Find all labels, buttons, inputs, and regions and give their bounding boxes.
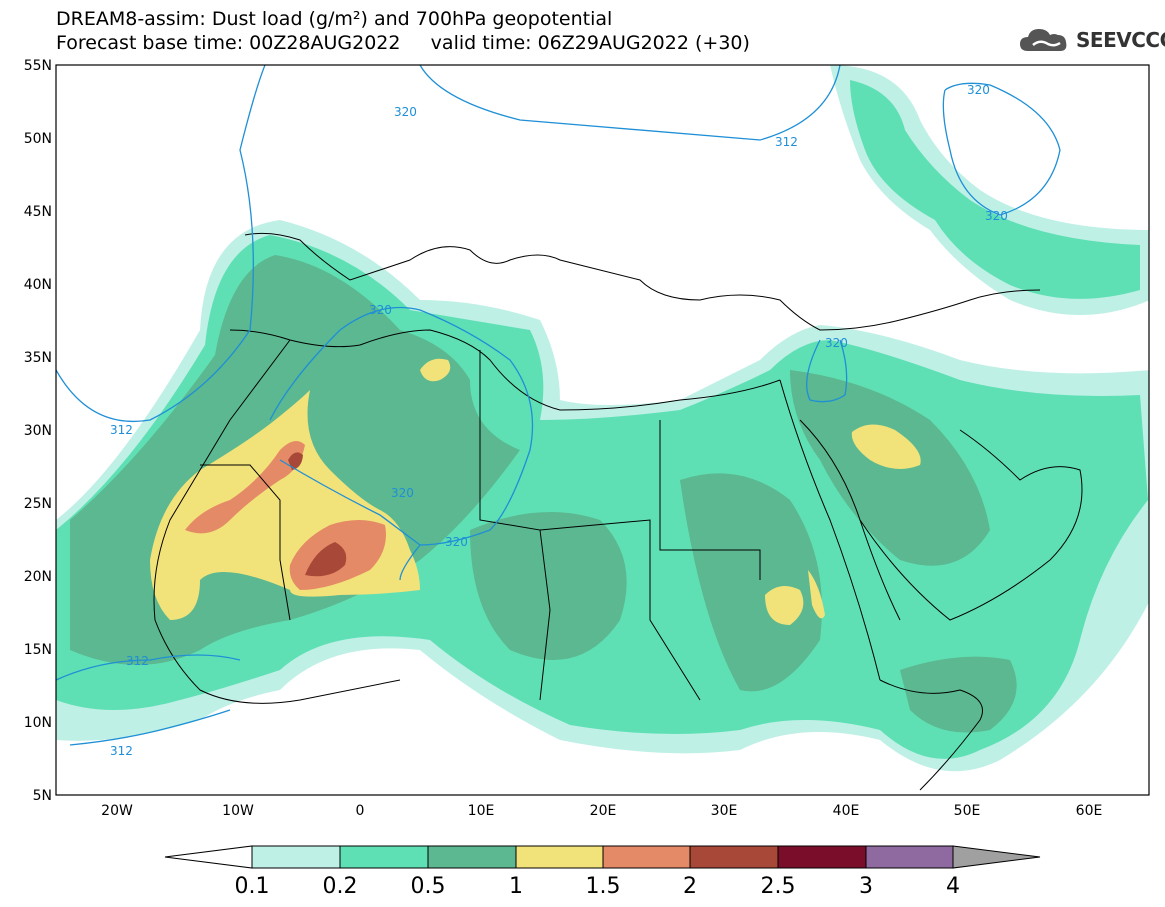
coastlines bbox=[153, 232, 1083, 791]
colorbar-tick: 4 bbox=[946, 874, 960, 899]
contour-312-north bbox=[56, 65, 266, 423]
colorbar-box-5 bbox=[689, 845, 779, 869]
contour-312-top bbox=[419, 65, 841, 141]
colorbar-box-2 bbox=[427, 845, 517, 869]
contour-label: 312 bbox=[110, 423, 133, 437]
coast-europe bbox=[244, 232, 1041, 331]
colorbar-tick: 1 bbox=[509, 874, 523, 899]
contour-320-caspian bbox=[942, 82, 1061, 216]
lat-label: 5N bbox=[33, 788, 52, 804]
lon-label: 40E bbox=[833, 803, 860, 819]
logo-text: SEEVCCC bbox=[1076, 28, 1165, 52]
lat-label: 15N bbox=[24, 642, 52, 658]
lat-label: 30N bbox=[24, 423, 52, 439]
dust-band-2 bbox=[305, 542, 347, 577]
contour-label: 320 bbox=[825, 336, 848, 350]
contour-label: 320 bbox=[394, 105, 417, 119]
dust-band-0.5-somalia bbox=[900, 656, 1017, 733]
lat-label: 45N bbox=[24, 204, 52, 220]
lon-label: 50E bbox=[954, 803, 981, 819]
dust-band-2-alg bbox=[288, 452, 303, 470]
lon-label: 20E bbox=[590, 803, 617, 819]
dust-band-1-sudan bbox=[765, 586, 804, 625]
lon-label: 20W bbox=[101, 803, 133, 819]
contour-labels: 312 320 312 320 320 320 320 312 312 320 … bbox=[110, 83, 1008, 758]
dust-band-1.5 bbox=[185, 441, 305, 534]
coast-africa-west bbox=[153, 339, 401, 704]
lon-axis: 20W 10W 0 10E 20E 30E 40E 50E 60E bbox=[101, 803, 1102, 819]
colorbar-tick: 0.1 bbox=[235, 874, 270, 899]
cloud-logo-icon bbox=[1020, 29, 1067, 51]
coast-arabia bbox=[859, 429, 1083, 621]
colorbar-box-0 bbox=[251, 845, 341, 869]
contour-label: 312 bbox=[126, 654, 149, 668]
lat-label: 55N bbox=[24, 58, 52, 74]
map-subtitle: Forecast base time: 00Z28AUG2022 valid t… bbox=[56, 32, 750, 54]
lat-label: 10N bbox=[24, 715, 52, 731]
border-sahara-1 bbox=[200, 464, 291, 621]
lon-label: 0 bbox=[356, 803, 365, 819]
contour-320-east bbox=[806, 339, 848, 403]
contour-label: 320 bbox=[445, 535, 468, 549]
lat-label: 50N bbox=[24, 131, 52, 147]
contour-label: 320 bbox=[967, 83, 990, 97]
lon-label: 30E bbox=[711, 803, 738, 819]
lon-label: 10E bbox=[468, 803, 495, 819]
colorbar-box-7 bbox=[865, 845, 954, 869]
border-sahara-3 bbox=[659, 420, 761, 580]
colorbar-box-1 bbox=[339, 845, 429, 869]
colorbar-tick: 0.5 bbox=[411, 874, 446, 899]
colorbar-tick: 2 bbox=[683, 874, 697, 899]
colorbar-tick: 0.2 bbox=[323, 874, 358, 899]
colorbar-tick: 3 bbox=[859, 874, 873, 899]
lat-label: 20N bbox=[24, 569, 52, 585]
contour-label: 312 bbox=[110, 744, 133, 758]
map-title: DREAM8-assim: Dust load (g/m²) and 700hP… bbox=[56, 8, 613, 30]
coast-horn bbox=[879, 679, 983, 791]
colorbar-tick: 2.5 bbox=[761, 874, 796, 899]
contour-320-sahara bbox=[269, 306, 534, 546]
coast-africa-north bbox=[229, 329, 781, 411]
geopotential-contours bbox=[56, 65, 1061, 746]
colorbar-box-4 bbox=[602, 845, 691, 869]
lat-axis: 55N 50N 45N 40N 35N 30N 25N 20N 15N 10N … bbox=[24, 58, 52, 804]
colorbar-box-6 bbox=[777, 845, 867, 869]
dust-band-0.2-east bbox=[850, 80, 1140, 299]
contour-label: 320 bbox=[391, 486, 414, 500]
lat-label: 35N bbox=[24, 350, 52, 366]
colorbar-box-3 bbox=[515, 845, 604, 869]
lon-label: 10W bbox=[222, 803, 254, 819]
contour-312-south2 bbox=[69, 709, 231, 746]
colorbar-tick: 1.5 bbox=[586, 874, 621, 899]
contour-label: 320 bbox=[369, 303, 392, 317]
lat-label: 25N bbox=[24, 496, 52, 512]
contour-312-south bbox=[56, 654, 241, 681]
colorbar-low-arrow bbox=[164, 845, 253, 869]
contour-320-bottom bbox=[399, 544, 421, 581]
dust-band-1-eritrea bbox=[808, 570, 825, 619]
lat-label: 40N bbox=[24, 277, 52, 293]
dust-band-1-libya bbox=[420, 358, 451, 382]
map-frame bbox=[55, 64, 1150, 796]
contour-label: 312 bbox=[775, 135, 798, 149]
contour-label: 320 bbox=[985, 209, 1008, 223]
colorbar-high-arrow bbox=[952, 845, 1041, 869]
lon-label: 60E bbox=[1076, 803, 1103, 819]
dust-field bbox=[56, 65, 1149, 772]
dust-band-0.5-sudan bbox=[680, 473, 822, 692]
dust-band-1-iraq bbox=[851, 424, 921, 469]
colorbar: 0.1 0.2 0.5 1 1.5 2 2.5 3 4 bbox=[164, 845, 1041, 899]
seevccc-logo: SEEVCCC bbox=[1018, 24, 1165, 56]
dust-band-0.5-mid bbox=[470, 512, 627, 660]
border-sahara-4 bbox=[539, 519, 701, 701]
